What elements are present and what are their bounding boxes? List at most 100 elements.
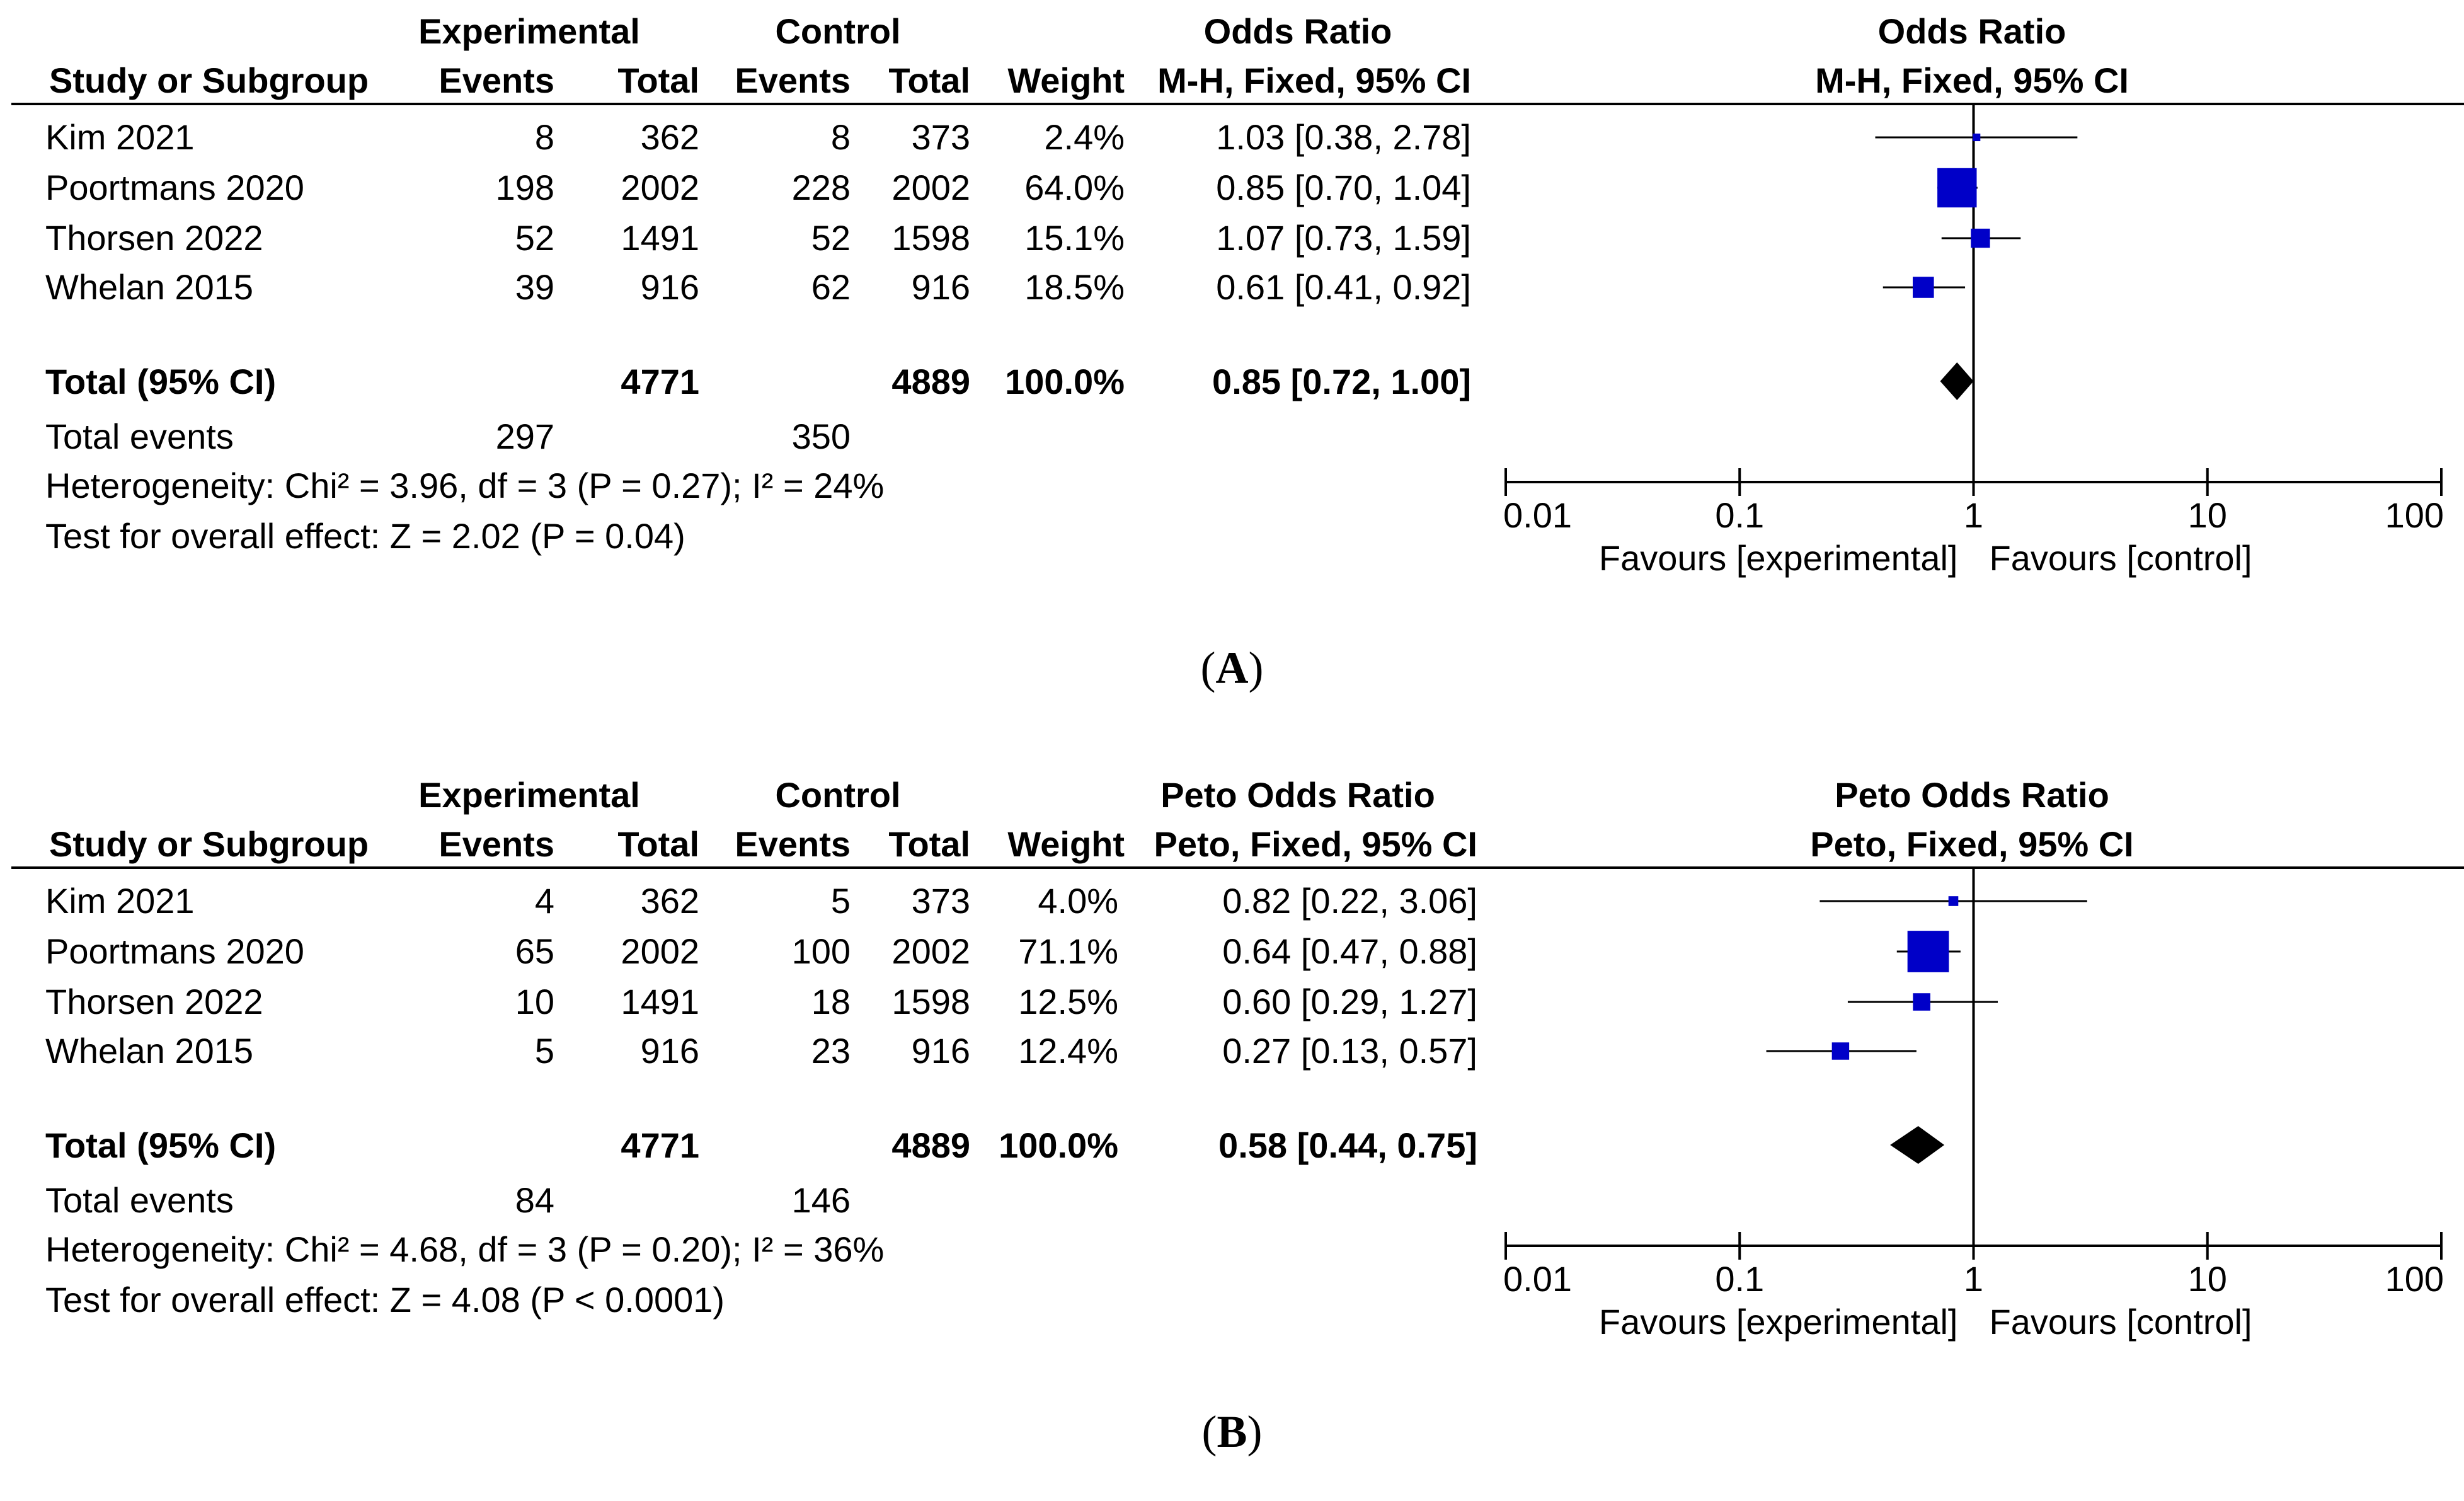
favours-control-label: Favours [control]: [1990, 538, 2252, 578]
header-ctl-events: Events: [735, 824, 851, 864]
ctl-events: 23: [811, 1031, 851, 1071]
header-weight: Weight: [1007, 60, 1125, 100]
weight: 2.4%: [1044, 117, 1125, 157]
caption-letter: A: [1215, 643, 1249, 693]
total-ci-text: 0.85 [0.72, 1.00]: [1212, 362, 1471, 401]
total-events-exp: 84: [515, 1180, 554, 1220]
plot-header-method: M-H, Fixed, 95% CI: [1815, 60, 2129, 100]
exp-events: 65: [515, 931, 554, 971]
axis-tick-label: 10: [2188, 495, 2227, 535]
ci-text: 0.82 [0.22, 3.06]: [1222, 881, 1477, 921]
header-ctl-total: Total: [888, 824, 970, 864]
ci-text: 0.85 [0.70, 1.04]: [1216, 168, 1471, 207]
header-separator: [11, 866, 2464, 869]
ctl-events: 8: [830, 117, 851, 157]
ctl-total: 2002: [891, 168, 970, 207]
favours-experimental-label: Favours [experimental]: [1599, 1302, 1958, 1342]
header-exp-total: Total: [617, 824, 699, 864]
panel-caption: (A): [0, 643, 2464, 693]
study-name: Kim 2021: [45, 117, 195, 157]
study-marks: [1875, 133, 2078, 298]
exp-total: 362: [640, 117, 699, 157]
weight: 12.5%: [1018, 982, 1118, 1021]
forest-plot: 0.01 0.1 1 10 100 Favours [experimental] Fav…: [1503, 104, 2444, 578]
favours-experimental-label: Favours [experimental]: [1599, 538, 1958, 578]
header-ctl-events: Events: [735, 60, 851, 100]
caption-open: (: [1201, 1406, 1217, 1457]
ci-text: 0.27 [0.13, 0.57]: [1222, 1031, 1477, 1071]
ctl-events: 62: [811, 267, 851, 307]
total-events-ctl: 350: [791, 417, 851, 456]
header-exp-events: Events: [438, 824, 554, 864]
axis-tick-label: 0.01: [1503, 1259, 1572, 1299]
exp-total: 1491: [621, 982, 699, 1021]
exp-events: 52: [515, 218, 554, 258]
header-effect-method: Peto, Fixed, 95% CI: [1154, 824, 1478, 864]
study-name: Kim 2021: [45, 881, 195, 921]
study-name: Poortmans 2020: [45, 168, 304, 207]
effect-marker: [1948, 896, 1959, 906]
caption-close: ): [1248, 643, 1264, 693]
weight: 15.1%: [1024, 218, 1125, 258]
ctl-events: 100: [791, 931, 851, 971]
exp-events: 4: [534, 881, 554, 921]
study-name: Whelan 2015: [45, 267, 254, 307]
total-label: Total (95% CI): [45, 1125, 277, 1165]
effect-marker: [1913, 277, 1934, 298]
ci-text: 1.03 [0.38, 2.78]: [1216, 117, 1471, 157]
plot-header-title: Peto Odds Ratio: [1835, 775, 2109, 815]
caption-letter: B: [1217, 1406, 1247, 1457]
weight: 64.0%: [1024, 168, 1125, 207]
header-ctl-total: Total: [888, 60, 970, 100]
study-name: Whelan 2015: [45, 1031, 254, 1071]
ctl-total: 2002: [891, 931, 970, 971]
exp-events: 5: [534, 1031, 554, 1071]
exp-total: 2002: [621, 931, 699, 971]
ctl-total: 916: [911, 1031, 970, 1071]
favours-control-label: Favours [control]: [1990, 1302, 2252, 1342]
plot-header-method: Peto, Fixed, 95% CI: [1810, 824, 2134, 864]
effect-marker: [1971, 228, 1990, 248]
effect-marker: [1913, 993, 1930, 1011]
axis-tick-label: 1: [1964, 495, 1983, 535]
axis-tick-label: 0.1: [1715, 495, 1764, 535]
exp-total: 916: [640, 1031, 699, 1071]
header-experimental: Experimental: [418, 11, 640, 51]
total-events-exp: 297: [495, 417, 554, 456]
header-effect-title: Peto Odds Ratio: [1160, 775, 1435, 815]
study-name: Thorsen 2022: [45, 218, 263, 258]
forest-plot-panel-b: Experimental Control Peto Odds Ratio Pet…: [0, 764, 2464, 1501]
total-events-label: Total events: [45, 417, 234, 456]
forest-plot-panel-a: Experimental Control Odds Ratio Odds Rat…: [0, 0, 2464, 737]
study-name: Poortmans 2020: [45, 931, 304, 971]
study-name: Thorsen 2022: [45, 982, 263, 1021]
forest-plot: 0.01 0.1 1 10 100 Favours [experimental] Fav…: [1503, 868, 2444, 1342]
axis-tick-label: 0.1: [1715, 1259, 1764, 1299]
total-events-ctl: 146: [791, 1180, 851, 1220]
header-control: Control: [775, 775, 901, 815]
exp-total: 2002: [621, 168, 699, 207]
weight: 71.1%: [1018, 931, 1118, 971]
ctl-total: 916: [911, 267, 970, 307]
ci-text: 1.07 [0.73, 1.59]: [1216, 218, 1471, 258]
effect-marker: [1937, 168, 1977, 208]
total-weight: 100.0%: [999, 1125, 1118, 1165]
caption-open: (: [1200, 643, 1216, 693]
pooled-diamond: [1890, 1126, 1945, 1164]
caption-close: ): [1247, 1406, 1263, 1457]
axis-tick-label: 100: [2385, 1259, 2444, 1299]
header-separator: [11, 103, 2464, 105]
weight: 18.5%: [1024, 267, 1125, 307]
total-ctl-total: 4889: [891, 362, 970, 401]
ci-text: 0.64 [0.47, 0.88]: [1222, 931, 1477, 971]
header-exp-total: Total: [617, 60, 699, 100]
exp-total: 362: [640, 881, 699, 921]
total-exp-total: 4771: [621, 1125, 699, 1165]
overall-effect-text: Test for overall effect: Z = 2.02 (P = 0…: [45, 516, 685, 556]
pooled-diamond: [1940, 362, 1974, 400]
header-experimental: Experimental: [418, 775, 640, 815]
header-exp-events: Events: [438, 60, 554, 100]
total-label: Total (95% CI): [45, 362, 277, 401]
effect-marker: [1973, 133, 1981, 142]
total-weight: 100.0%: [1005, 362, 1125, 401]
